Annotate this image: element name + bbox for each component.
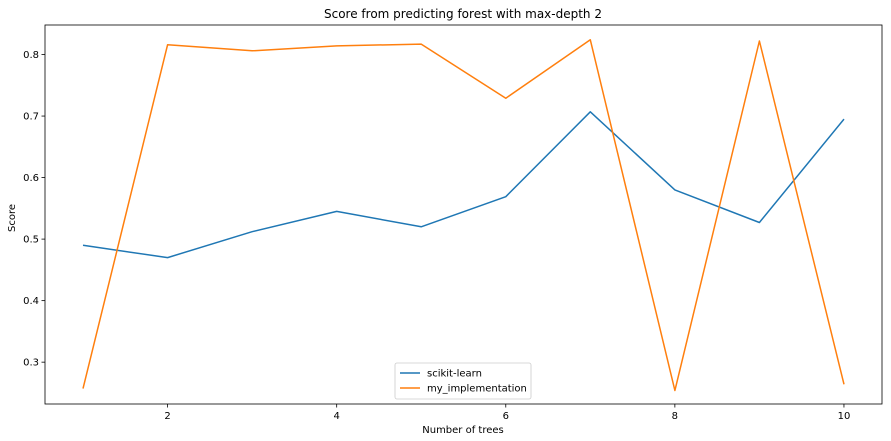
y-tick-label: 0.8: [23, 50, 39, 61]
legend: scikit-learn my_implementation: [394, 362, 532, 400]
x-tick-label: 8: [672, 411, 678, 422]
plot-lines: [82, 39, 845, 392]
y-tick-label: 0.3: [23, 358, 39, 369]
y-tick-label: 0.6: [23, 173, 39, 184]
x-axis: 2 4 6 8 10: [164, 404, 850, 422]
x-axis-title: Number of trees: [422, 425, 504, 436]
y-axis-title: Score: [7, 204, 18, 232]
legend-label: my_implementation: [427, 384, 527, 395]
y-tick-label: 0.7: [23, 112, 39, 123]
plot-frame: [44, 24, 883, 405]
legend-box: [394, 362, 532, 400]
x-tick-label: 4: [333, 411, 339, 422]
legend-label: scikit-learn: [427, 369, 482, 380]
x-tick-label: 2: [164, 411, 170, 422]
x-tick-label: 10: [838, 411, 851, 422]
series-line-my-implementation: [82, 39, 845, 392]
chart-title: Score from predicting forest with max-de…: [324, 7, 602, 21]
y-tick-label: 0.4: [23, 296, 39, 307]
series-line-scikit-learn: [82, 111, 845, 259]
y-axis: 0.3 0.4 0.5 0.6 0.7 0.8: [23, 50, 45, 369]
y-tick-label: 0.5: [23, 235, 39, 246]
x-tick-label: 6: [503, 411, 509, 422]
